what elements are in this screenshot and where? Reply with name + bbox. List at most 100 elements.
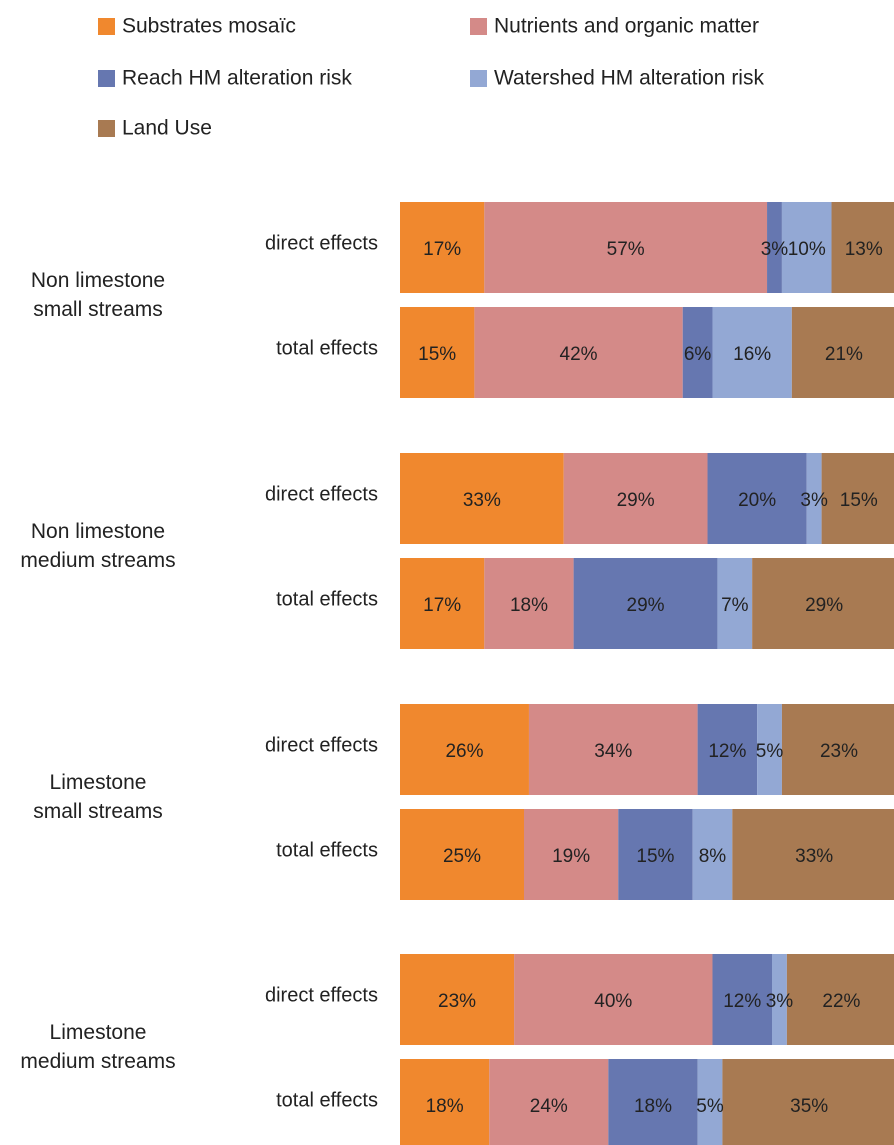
bar-segment-land-use (786, 954, 894, 1045)
legend-label-watershed-hm-alteration-risk: Watershed HM alteration risk (494, 67, 764, 90)
bar-segment-nutrients-and-organic-matter (514, 954, 713, 1045)
bar-row-total-effects: 15% 42% 6% 16% 21% (400, 307, 894, 398)
bar-segment-nutrients-and-organic-matter (489, 1059, 609, 1145)
data-label-reach-hm-alteration-risk: 15% (636, 846, 674, 867)
bar-segment-watershed-hm-alteration-risk (692, 809, 733, 900)
legend-item-watershed-hm-alteration-risk: Watershed HM alteration risk (470, 67, 764, 90)
bar-segment-reach-hm-alteration-risk (618, 809, 693, 900)
data-label-nutrients-and-organic-matter: 19% (552, 846, 590, 867)
bar-segment-nutrients-and-organic-matter (474, 307, 683, 398)
data-label-nutrients-and-organic-matter: 42% (560, 344, 598, 365)
legend: Substrates mosaïc Nutrients and organic m… (98, 15, 764, 140)
bar-segment-reach-hm-alteration-risk (712, 954, 772, 1045)
bar-segment-watershed-hm-alteration-risk (697, 1059, 723, 1145)
bar-segment-watershed-hm-alteration-risk (781, 202, 832, 293)
group-label-line: Non limestone (31, 520, 165, 543)
data-label-watershed-hm-alteration-risk: 5% (756, 741, 784, 762)
legend-label-reach-hm-alteration-risk: Reach HM alteration risk (122, 67, 352, 90)
data-label-nutrients-and-organic-matter: 29% (617, 490, 655, 511)
bar-row-direct-effects: 23% 40% 12% 3% 22% (400, 954, 894, 1045)
data-label-watershed-hm-alteration-risk: 10% (788, 239, 826, 260)
bar-segment-land-use (732, 809, 894, 900)
bar-segment-reach-hm-alteration-risk (707, 453, 807, 544)
bar-row-direct-effects: 17% 57% 3% 10% 13% (400, 202, 894, 293)
data-label-substrates-mosaic: 26% (445, 741, 483, 762)
group-limestone-medium-streams: 23% 40% 12% 3% 22% 18% 24% 18% 5% 35% (400, 954, 894, 1145)
bar-segment-substrates-mosaic (400, 1059, 490, 1145)
group-label-line: Limestone (50, 1021, 147, 1044)
data-label-land-use: 35% (790, 1096, 828, 1117)
group-limestone-small-streams: 26% 34% 12% 5% 23% 25% 19% 15% 8% 33% (400, 704, 894, 900)
data-label-land-use: 23% (820, 741, 858, 762)
legend-swatch-watershed-hm-alteration-risk (470, 70, 487, 87)
bar-segment-nutrients-and-organic-matter (484, 558, 574, 649)
data-label-watershed-hm-alteration-risk: 7% (721, 595, 749, 616)
data-label-substrates-mosaic: 17% (423, 595, 461, 616)
row-label-total-effects: total effects (276, 1089, 378, 1111)
bar-segment-substrates-mosaic (400, 809, 524, 900)
data-label-land-use: 22% (822, 991, 860, 1012)
data-label-substrates-mosaic: 17% (423, 239, 461, 260)
row-label-total-effects: total effects (276, 337, 378, 359)
bar-segment-land-use (821, 453, 894, 544)
bar-segment-substrates-mosaic (400, 202, 485, 293)
bar-segment-substrates-mosaic (400, 453, 564, 544)
bar-segment-land-use (791, 307, 894, 398)
bar-segment-nutrients-and-organic-matter (524, 809, 619, 900)
group-label-line: Limestone (50, 771, 147, 794)
row-label-total-effects: total effects (276, 839, 378, 861)
data-label-substrates-mosaic: 25% (443, 846, 481, 867)
group-label-line: small streams (33, 298, 163, 321)
data-label-land-use: 21% (825, 344, 863, 365)
data-label-nutrients-and-organic-matter: 24% (530, 1096, 568, 1117)
bar-segment-substrates-mosaic (400, 558, 485, 649)
bar-segment-nutrients-and-organic-matter (528, 704, 698, 795)
data-label-reach-hm-alteration-risk: 20% (738, 490, 776, 511)
legend-label-nutrients-and-organic-matter: Nutrients and organic matter (494, 15, 759, 38)
data-label-watershed-hm-alteration-risk: 3% (800, 490, 828, 511)
bar-segment-substrates-mosaic (400, 954, 515, 1045)
data-label-reach-hm-alteration-risk: 29% (627, 595, 665, 616)
bar-segment-land-use (781, 704, 894, 795)
data-label-watershed-hm-alteration-risk: 16% (733, 344, 771, 365)
bar-row-direct-effects: 33% 29% 20% 3% 15% (400, 453, 894, 544)
bar-row-total-effects: 18% 24% 18% 5% 35% (400, 1059, 894, 1145)
row-label-direct-effects: direct effects (265, 734, 378, 756)
bar-segment-reach-hm-alteration-risk (682, 307, 713, 398)
data-label-nutrients-and-organic-matter: 40% (594, 991, 632, 1012)
bar-row-total-effects: 25% 19% 15% 8% 33% (400, 809, 894, 900)
group-non-limestone-medium-streams: 33% 29% 20% 3% 15% 17% 18% 29% 7% 29% (400, 453, 894, 649)
data-label-reach-hm-alteration-risk: 12% (723, 991, 761, 1012)
bar-segment-watershed-hm-alteration-risk (712, 307, 792, 398)
bar-segment-watershed-hm-alteration-risk (717, 558, 753, 649)
group-label-line: Non limestone (31, 269, 165, 292)
bar-segment-substrates-mosaic (400, 307, 475, 398)
data-label-reach-hm-alteration-risk: 18% (634, 1096, 672, 1117)
group-label-line: medium streams (20, 549, 175, 572)
legend-label-substrates-mosaic: Substrates mosaïc (122, 15, 296, 38)
group-non-limestone-small-streams: 17% 57% 3% 10% 13% 15% 42% 6% 16% 21% (400, 202, 894, 398)
data-label-reach-hm-alteration-risk: 12% (708, 741, 746, 762)
legend-item-land-use: Land Use (98, 117, 212, 140)
row-label-direct-effects: direct effects (265, 483, 378, 505)
data-label-reach-hm-alteration-risk: 6% (684, 344, 712, 365)
bar-segment-reach-hm-alteration-risk (697, 704, 758, 795)
data-label-substrates-mosaic: 15% (418, 344, 456, 365)
group-label-line: medium streams (20, 1050, 175, 1073)
bar-segment-reach-hm-alteration-risk (767, 202, 782, 293)
bar-segment-substrates-mosaic (400, 704, 529, 795)
data-label-nutrients-and-organic-matter: 57% (607, 239, 645, 260)
data-label-substrates-mosaic: 18% (426, 1096, 464, 1117)
row-label-direct-effects: direct effects (265, 232, 378, 254)
bar-segment-watershed-hm-alteration-risk (806, 453, 822, 544)
row-label-direct-effects: direct effects (265, 984, 378, 1006)
legend-item-substrates-mosaic: Substrates mosaïc (98, 15, 296, 38)
data-label-watershed-hm-alteration-risk: 3% (766, 991, 794, 1012)
legend-label-land-use: Land Use (122, 117, 212, 140)
data-label-watershed-hm-alteration-risk: 8% (699, 846, 727, 867)
legend-swatch-substrates-mosaic (98, 18, 115, 35)
data-label-substrates-mosaic: 33% (463, 490, 501, 511)
bar-segment-watershed-hm-alteration-risk (757, 704, 782, 795)
row-label-total-effects: total effects (276, 588, 378, 610)
